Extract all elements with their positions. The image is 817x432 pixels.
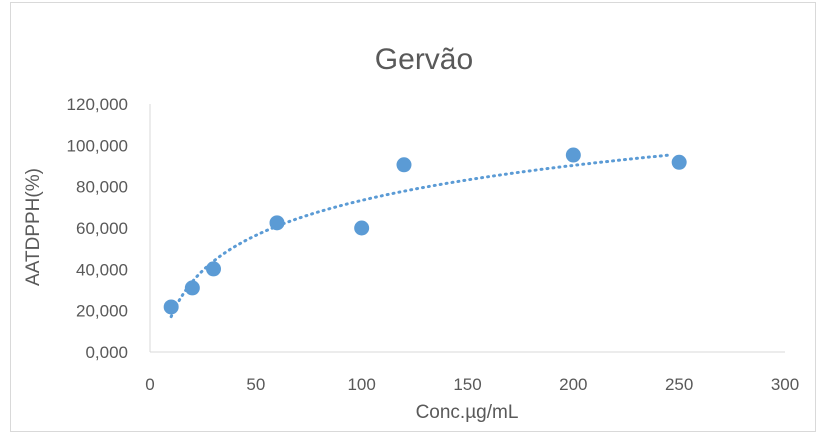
chart-title: Gervão [375, 43, 473, 76]
y-axis-tick-labels: 0,000 20,000 40,000 60,000 80,000 100,000 120,… [67, 95, 128, 362]
y-tick-label: 120,000 [67, 95, 128, 114]
x-tick-label: 150 [453, 375, 481, 394]
y-tick-label: 80,000 [76, 178, 128, 197]
x-tick-label: 100 [347, 375, 375, 394]
x-axis-tick-labels: 0 50 100 150 200 250 300 [145, 375, 799, 394]
y-tick-label: 40,000 [76, 260, 128, 279]
scatter-chart: Gervão 0,000 20,000 40,000 60,000 80,000 100,… [23, 43, 799, 423]
x-tick-label: 300 [771, 375, 799, 394]
data-point [671, 154, 687, 170]
y-tick-label: 20,000 [76, 302, 128, 321]
y-tick-label: 60,000 [76, 219, 128, 238]
data-point [206, 261, 221, 277]
chart-frame [10, 2, 816, 432]
data-point [565, 147, 581, 163]
y-tick-label: 100,000 [67, 136, 128, 155]
data-point [184, 280, 200, 296]
data-point [163, 299, 179, 315]
trendline [169, 153, 671, 319]
data-point [269, 215, 285, 231]
x-tick-label: 200 [559, 375, 587, 394]
x-axis-title: Conc.µg/mL [416, 402, 519, 423]
data-point [354, 220, 370, 236]
y-tick-label: 0,000 [85, 343, 128, 362]
x-tick-label: 0 [145, 375, 154, 394]
data-point [396, 157, 412, 173]
y-axis-title: AATDPPH(%) [23, 168, 44, 286]
x-tick-label: 250 [665, 375, 693, 394]
x-tick-label: 50 [246, 375, 265, 394]
data-points [163, 147, 687, 315]
